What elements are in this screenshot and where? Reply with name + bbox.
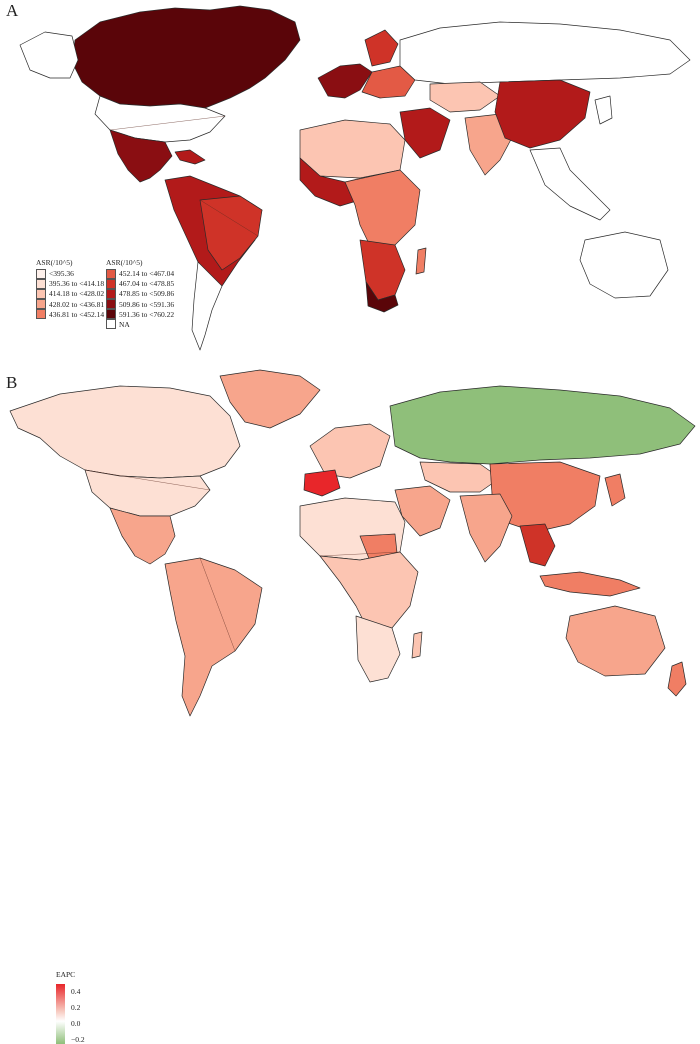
region-africa-south [355, 615, 401, 683]
region-southeast-asia [519, 523, 556, 567]
region-madagascar [411, 631, 423, 659]
legend-label: 467.04 to <478.85 [119, 279, 175, 289]
legend-swatch [106, 288, 116, 299]
region-south-america [164, 557, 263, 717]
asr-legend-row: 467.04 to <478.85 [106, 278, 186, 289]
region-africa-north [299, 119, 406, 179]
legend-label: 428.02 to <436.81 [49, 299, 105, 309]
legend-label: NA [119, 319, 130, 329]
panel-a: A A [0, 0, 700, 360]
region-europe [309, 423, 391, 479]
region-southern-cone [191, 261, 223, 351]
legend-swatch [36, 288, 46, 299]
asr-legend-left: ASR(/10^5) <395.36 395.36 to <414.18 414… [36, 257, 116, 320]
asr-legend-row: 452.14 to <467.04 [106, 268, 186, 279]
region-japan [604, 473, 626, 507]
region-russia [389, 385, 696, 465]
legend-swatch [36, 268, 46, 279]
region-east-asia-islands [594, 95, 613, 125]
legend-swatch [106, 278, 116, 289]
region-central-asia [429, 81, 501, 113]
region-africa-central [344, 169, 421, 251]
asr-legend-row: 591.36 to <760.22 [106, 309, 186, 320]
region-central-asia [419, 461, 501, 493]
region-madagascar [415, 247, 427, 275]
eapc-world-map [9, 369, 696, 717]
panel-b: B EAPC 0.4 0.2 0.0 [0, 366, 700, 1044]
region-south-asia [459, 493, 513, 563]
asr-legend-row: 395.36 to <414.18 [36, 278, 116, 289]
region-new-zealand [667, 661, 687, 697]
legend-label: 414.18 to <428.02 [49, 289, 105, 299]
asr-legend-title-right: ASR(/10^5) [106, 258, 143, 267]
asr-legend-row: 428.02 to <436.81 [36, 299, 116, 310]
asr-legend-right: ASR(/10^5) 452.14 to <467.04 467.04 to <… [106, 257, 186, 330]
legend-label: 591.36 to <760.22 [119, 309, 175, 319]
legend-label: 395.36 to <414.18 [49, 279, 105, 289]
legend-swatch [106, 319, 116, 330]
region-scandinavia [364, 29, 399, 67]
region-spain-portugal [303, 469, 341, 497]
asr-legend-row: 414.18 to <428.02 [36, 288, 116, 299]
region-russia [399, 21, 691, 85]
region-middle-east [399, 107, 451, 159]
region-usa [84, 469, 211, 517]
asr-legend-row: 436.81 to <452.14 [36, 309, 116, 320]
panel-b-letter: B [6, 373, 18, 392]
region-alaska [19, 31, 79, 79]
legend-label: <395.36 [49, 269, 74, 278]
region-africa-central [319, 551, 419, 635]
eapc-tick: 0.2 [71, 1003, 81, 1012]
legend-label: 509.86 to <591.36 [119, 299, 175, 309]
eapc-tick: 0.4 [71, 987, 81, 996]
legend-label: 478.85 to <509.86 [119, 289, 175, 299]
asr-legend-row: 478.85 to <509.86 [106, 288, 186, 299]
region-mexico-central-america [109, 129, 173, 183]
legend-label: 452.14 to <467.04 [119, 269, 175, 278]
asr-legend-row: <395.36 [36, 268, 116, 279]
border-lines [84, 463, 493, 652]
asr-world-map [19, 5, 691, 351]
legend-swatch [36, 309, 46, 320]
asr-legend-row: NA [106, 319, 186, 330]
region-southeast-asia [529, 147, 611, 221]
region-south-africa [365, 281, 399, 313]
asr-legend-title-left: ASR(/10^5) [36, 258, 73, 267]
region-africa-west [299, 157, 361, 207]
region-greenland [219, 369, 321, 429]
eapc-tick: 0.0 [71, 1019, 81, 1028]
region-australia [579, 231, 669, 299]
region-indonesia [539, 571, 641, 597]
legend-swatch [106, 309, 116, 320]
region-australia [565, 605, 666, 677]
border-lines [109, 81, 501, 237]
legend-swatch [36, 278, 46, 289]
legend-label: 436.81 to <452.14 [49, 309, 105, 319]
eapc-gradient-bar [56, 984, 65, 1044]
region-brazil [199, 195, 263, 271]
panel-a-letter: A [6, 1, 19, 20]
region-canada-greenland [71, 5, 301, 109]
eapc-tick: −0.2 [71, 1035, 85, 1044]
region-europe-west [317, 63, 373, 99]
legend-swatch [106, 268, 116, 279]
eapc-legend-title: EAPC [56, 970, 76, 979]
region-canada [9, 385, 241, 479]
legend-swatch [106, 299, 116, 310]
asr-legend-row: 509.86 to <591.36 [106, 299, 186, 310]
region-mexico-central-america [109, 507, 176, 565]
region-china [494, 79, 591, 149]
legend-swatch [36, 299, 46, 310]
region-caribbean [174, 149, 206, 165]
